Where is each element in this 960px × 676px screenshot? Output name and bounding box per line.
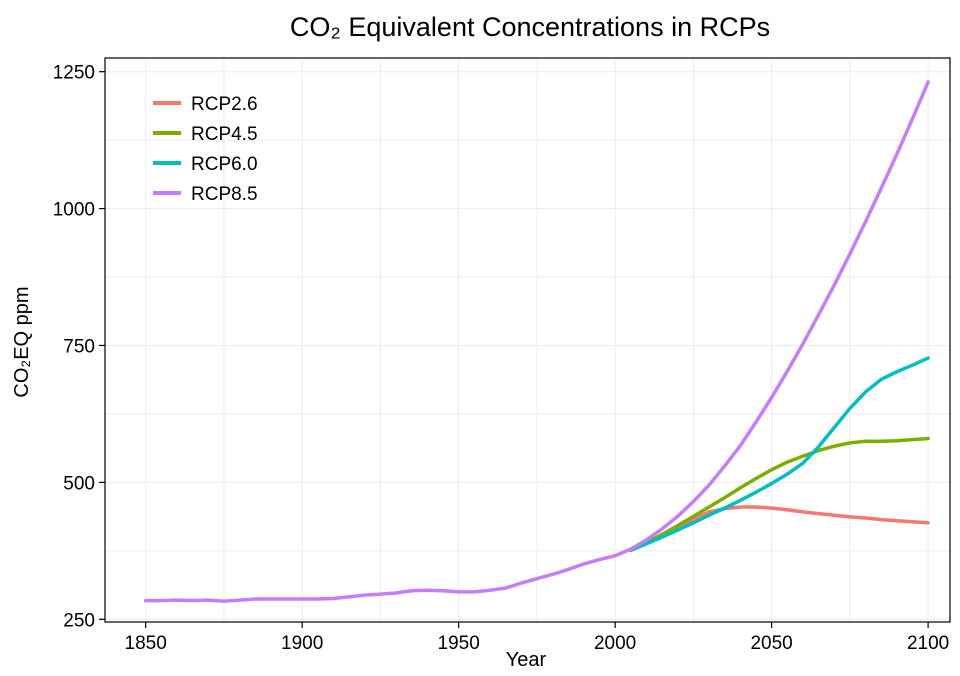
x-tick-label: 1950	[438, 633, 480, 654]
y-tick-label: 250	[63, 610, 95, 631]
legend-label-rcp2-6: RCP2.6	[191, 94, 258, 115]
legend: RCP2.6 RCP4.5 RCP6.0 RCP8.5	[153, 94, 258, 205]
x-tick-label: 2000	[594, 633, 636, 654]
y-tick-label: 750	[63, 336, 95, 357]
x-tick-label: 2100	[907, 633, 949, 654]
legend-label-rcp8-5: RCP8.5	[191, 184, 258, 205]
series-line-rcp6-0	[629, 356, 930, 553]
x-axis-title: Year	[506, 649, 547, 671]
x-axis: 1850 1900 1950 2000 2050 2100	[125, 622, 949, 654]
x-tick-label: 1900	[281, 633, 323, 654]
plot-frame	[104, 57, 951, 623]
y-axis: 250 500 750 1000 1250	[53, 63, 105, 631]
legend-label-rcp4-5: RCP4.5	[191, 124, 258, 145]
series-line-rcp4-5	[629, 436, 930, 553]
series-line-rcp8-5	[143, 80, 930, 603]
chart-title: CO₂ Equivalent Concentrations in RCPs	[290, 12, 770, 42]
series-layer	[143, 80, 930, 603]
x-tick-label: 1850	[125, 633, 167, 654]
grid	[105, 58, 950, 622]
y-axis-title: CO₂EQ ppm	[11, 286, 33, 397]
legend-label-rcp6-0: RCP6.0	[191, 154, 258, 175]
y-tick-label: 1250	[53, 63, 95, 84]
y-tick-label: 1000	[53, 200, 95, 221]
x-tick-label: 2050	[750, 633, 792, 654]
y-tick-label: 500	[63, 473, 95, 494]
